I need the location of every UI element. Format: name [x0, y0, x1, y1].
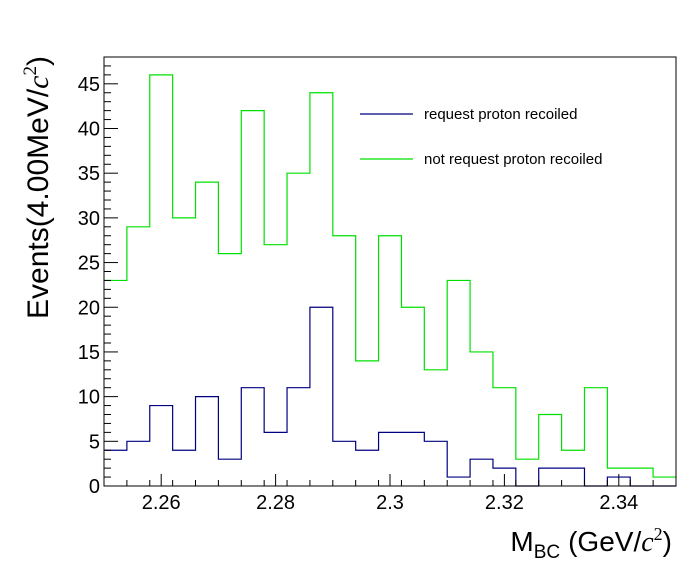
x-tick-label: 2.3 — [376, 492, 404, 514]
y-tick-label: 10 — [78, 387, 100, 409]
y-axis-label-unit-exp: 2 — [20, 66, 41, 76]
y-tick-label: 40 — [78, 119, 100, 141]
x-axis-label-unit-open: (GeV/ — [568, 526, 641, 557]
y-axis-label-main: Events(4.00MeV/ — [22, 88, 55, 319]
x-tick-label: 2.26 — [142, 492, 181, 514]
y-tick-label: 25 — [78, 253, 100, 275]
y-tick-label: 0 — [89, 476, 100, 498]
legend-label: not request proton recoiled — [424, 151, 602, 168]
series-layer — [104, 74, 676, 487]
y-tick-label: 15 — [78, 342, 100, 364]
x-axis-label-main: M — [510, 526, 533, 557]
y-tick-label: 35 — [78, 163, 100, 185]
x-axis-label-unit-exp: 2 — [654, 524, 663, 544]
x-tick-label: 2.28 — [256, 492, 295, 514]
x-axis-label-sub: BC — [534, 542, 560, 563]
x-axis-label-unit-var: c — [641, 527, 654, 558]
histogram-series-request-proton-recoiled — [104, 306, 676, 487]
y-axis-label-unit-var: c — [22, 76, 55, 89]
y-tick-label: 30 — [78, 208, 100, 230]
y-axis-label-unit-close: ) — [22, 56, 55, 66]
y-tick-label: 45 — [78, 74, 100, 96]
x-tick-label: 2.34 — [599, 492, 638, 514]
legend-label: request proton recoiled — [424, 106, 577, 123]
x-axis-label-unit-close: ) — [663, 526, 672, 557]
y-tick-label: 5 — [89, 431, 100, 453]
histogram-series-not-request-proton-recoiled — [104, 74, 676, 478]
legend: request proton recoiled not request proto… — [360, 106, 602, 168]
x-tick-label: 2.32 — [485, 492, 524, 514]
ticks-layer: 2.26 2.28 2.3 2.32 2.34 0 5 10 15 20 25 30 35 40 45 — [78, 56, 677, 514]
y-tick-label: 20 — [78, 297, 100, 319]
y-axis-label: Events(4.00MeV/c2) — [20, 56, 55, 319]
x-axis-label: MBC (GeV/c2) — [510, 524, 672, 563]
